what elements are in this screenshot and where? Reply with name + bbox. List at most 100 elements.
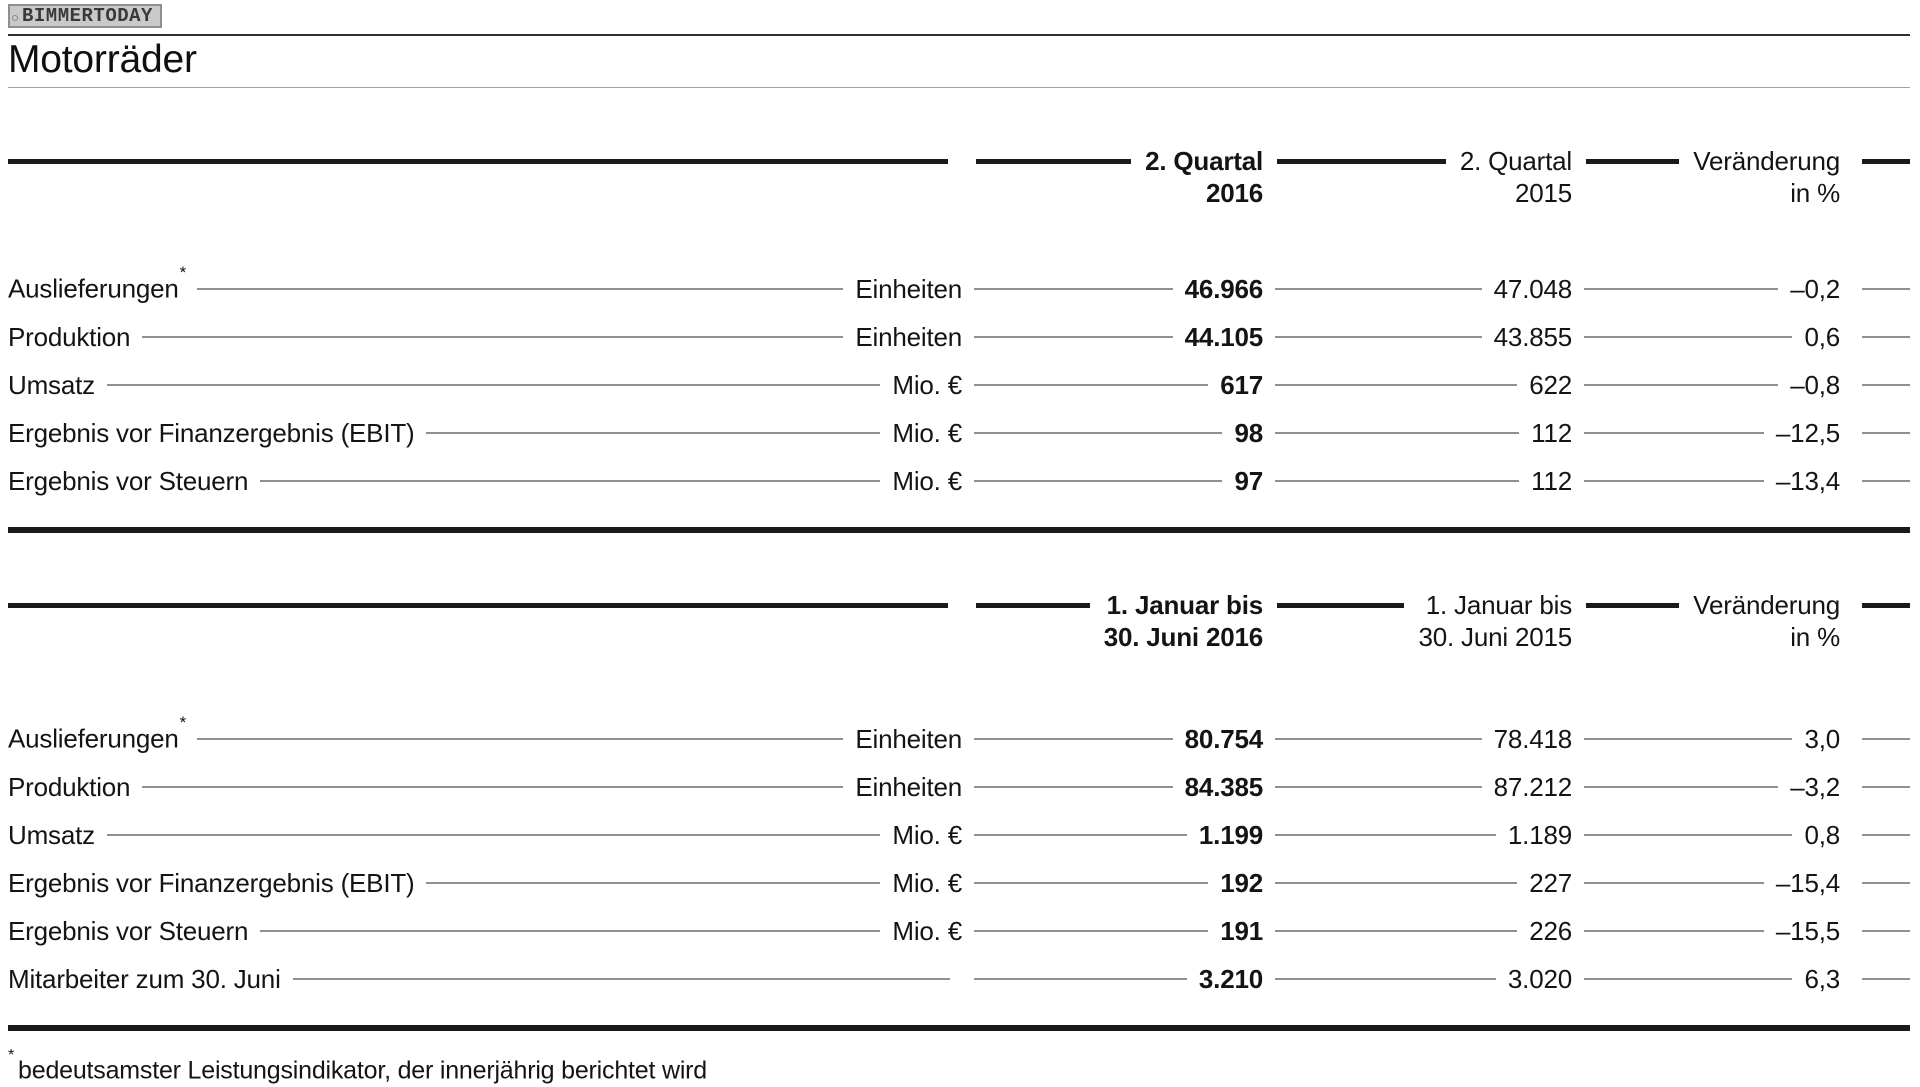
table-row: Umsatz Mio. € 1.199 1.189 0,8 [8,811,1910,859]
row-trailing-rule [1840,930,1910,932]
header-2016-line2: 2016 [1205,178,1263,208]
table2-header: 1. Januar bis 30. Juni 2016 1. Januar bi… [8,589,1910,653]
bimmertoday-badge: BIMMERTODAY [8,4,162,28]
header-2015-line2: 30. Juni 2015 [1418,622,1572,652]
table-cell: 1.199 [962,820,1263,851]
row-label: Umsatz [8,369,95,400]
value-change: 6,3 [1804,963,1840,994]
leader-line [1862,480,1910,482]
footnote-marker: * [179,263,187,283]
value-change: –12,5 [1775,417,1840,448]
header-rule [8,159,948,164]
table1-header: 2. Quartal 2016 2. Quartal 2015 Veränder… [8,145,1910,209]
leader-line [1862,834,1910,836]
table-cell: –15,5 [1572,916,1840,947]
value-prior: 87.212 [1493,771,1573,802]
leader-line [1275,432,1520,434]
leader-line [1584,882,1764,884]
value-current: 191 [1220,915,1263,946]
table-cell: 0,6 [1572,322,1840,353]
leader-line [260,480,881,482]
leader-line [1275,738,1482,740]
leader-line [1584,384,1779,386]
value-change: 0,6 [1804,321,1840,352]
table-cell: 191 [962,916,1263,947]
leader-line [1862,288,1910,290]
leader-line [1862,930,1910,932]
leader-line [1862,432,1910,434]
leader-line [1862,336,1910,338]
row-label: Umsatz [8,819,95,850]
row-trailing-rule [1840,336,1910,338]
leader-line [260,930,881,932]
leader-line [1584,336,1793,338]
row-label: Ergebnis vor Steuern [8,915,249,946]
leader-line [142,336,844,338]
leader-line [1275,786,1482,788]
table2-header-col-2015: 1. Januar bis 30. Juni 2015 [1263,589,1572,653]
header-rule [1862,603,1910,608]
footnote-marker: * [179,713,187,733]
table-cell: 617 [962,370,1263,401]
header-2015-line1: 2. Quartal [1459,146,1572,176]
table-row: Auslieferungen* Einheiten 46.966 47.048 –0,2 [8,263,1910,313]
table-row: Mitarbeiter zum 30. Juni 3.210 3.020 6,3 [8,955,1910,1003]
footnote: *bedeutsamster Leistungsindikator, der i… [8,1047,1910,1087]
page-title: Motorräder [8,38,197,81]
table-row: Produktion Einheiten 84.385 87.212 –3,2 [8,763,1910,811]
leader-line [974,834,1187,836]
value-current: 1.199 [1198,819,1263,850]
row-label: Produktion [8,321,131,352]
leader-line [1275,336,1482,338]
table-cell: 227 [1263,868,1572,899]
value-change: –3,2 [1790,771,1840,802]
table-cell: 112 [1263,466,1572,497]
value-current: 98 [1234,417,1263,448]
leader-line [1862,384,1910,386]
leader-line [426,432,881,434]
value-prior: 43.855 [1493,321,1573,352]
header-rule [1586,159,1680,164]
header-change-line2: in % [1790,178,1840,208]
table-cell: 97 [962,466,1263,497]
leader-line [1275,480,1520,482]
leader-line [426,882,881,884]
value-prior: 3.020 [1507,963,1572,994]
value-current: 97 [1234,465,1263,496]
unit-label: Einheiten [855,273,962,304]
table-row: Ergebnis vor Steuern Mio. € 97 112 –13,4 [8,457,1910,505]
table-row: Auslieferungen* Einheiten 80.754 78.418 3,0 [8,713,1910,763]
row-trailing-rule [1840,978,1910,980]
unit-label: Mio. € [892,819,962,850]
leader-line [1862,786,1910,788]
leader-line [974,882,1209,884]
header-rule [1277,603,1405,608]
leader-line [106,834,881,836]
header-rule [1277,159,1446,164]
value-current: 84.385 [1184,771,1264,802]
value-change: –15,5 [1775,915,1840,946]
title-divider [8,87,1910,88]
value-prior: 1.189 [1507,819,1572,850]
table-cell: 3,0 [1572,724,1840,755]
leader-line [974,786,1173,788]
header-2016-line2: 30. Juni 2016 [1103,622,1263,652]
header-2016-line1: 1. Januar bis [1106,590,1264,620]
leader-line [974,978,1187,980]
row-label: Auslieferungen* [8,713,187,754]
table2-bottom-rule [8,1025,1910,1031]
table-cell: 112 [1263,418,1572,449]
value-current: 46.966 [1184,273,1264,304]
row-trailing-rule [1840,384,1910,386]
value-current: 80.754 [1184,723,1264,754]
value-current: 617 [1220,369,1263,400]
table-cell: 47.048 [1263,274,1572,305]
leader-line [1275,834,1496,836]
table-cell: –0,8 [1572,370,1840,401]
table2-header-col-2016: 1. Januar bis 30. Juni 2016 [962,589,1263,653]
leader-line [1275,288,1482,290]
value-prior: 227 [1529,867,1572,898]
value-change: –0,2 [1790,273,1840,304]
header-change-line1: Veränderung [1693,590,1840,620]
